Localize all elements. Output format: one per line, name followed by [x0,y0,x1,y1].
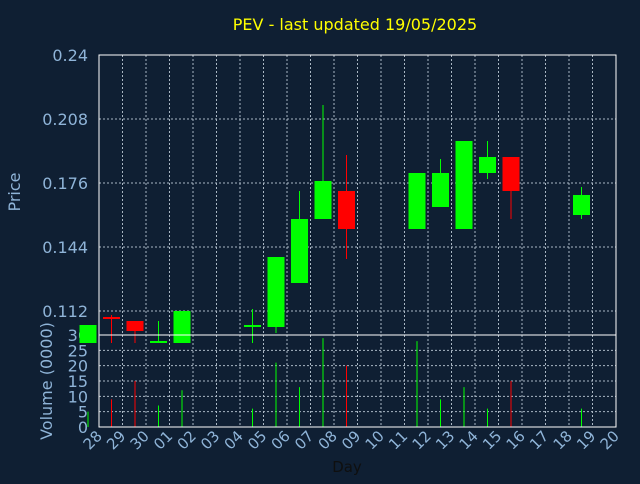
volume-tick-label: 15 [68,372,88,391]
candle-body [291,219,308,283]
candle-body [103,317,120,319]
candle-body [314,181,332,219]
price-tick-label: 0.24 [52,46,88,65]
candle-body [244,325,261,327]
candle-body [573,195,590,215]
chart-title: PEV - last updated 19/05/2025 [233,15,477,34]
volume-axis-label: Volume (0000) [37,322,56,440]
candle-body [126,321,144,331]
price-tick-label: 0.112 [42,302,88,321]
volume-tick-label: 0 [78,418,88,437]
volume-tick-label: 20 [68,357,88,376]
x-tick-labels: 2829300102030405060708091011121314151617… [80,427,623,453]
candle-body [502,157,520,191]
volume-tick-label: 10 [68,387,88,406]
volume-tick-label: 5 [78,403,88,422]
candle-body [173,311,191,343]
volume-tick-label: 25 [68,341,88,360]
volume-bars [87,338,582,427]
candle-body [267,257,285,327]
price-tick-label: 0.176 [42,174,88,193]
candle-body [455,141,473,229]
candle-body [150,341,167,343]
candle-body [79,325,97,343]
candle-body [432,173,449,207]
price-tick-label: 0.144 [42,238,88,257]
candle-body [479,157,496,173]
x-axis-label: Day [332,458,362,476]
price-tick-label: 0.208 [42,110,88,129]
candles [79,105,590,343]
volume-panel-frame [98,334,617,428]
candle-body [338,191,355,229]
candle-body [408,173,426,229]
price-axis-label: Price [5,172,24,211]
